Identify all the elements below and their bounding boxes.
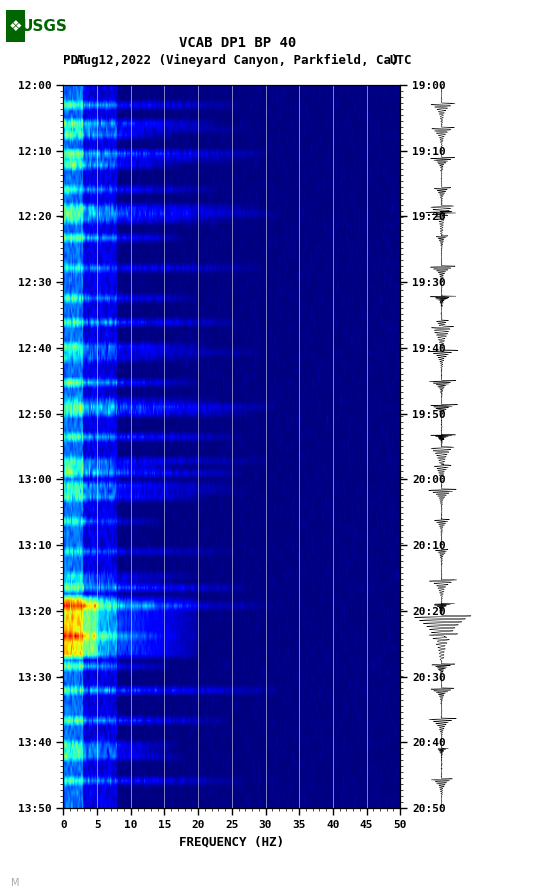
FancyBboxPatch shape (6, 10, 25, 42)
Text: Aug12,2022 (Vineyard Canyon, Parkfield, Ca): Aug12,2022 (Vineyard Canyon, Parkfield, … (76, 54, 399, 67)
Text: ❖: ❖ (9, 19, 22, 34)
Text: USGS: USGS (21, 19, 67, 34)
X-axis label: FREQUENCY (HZ): FREQUENCY (HZ) (179, 836, 284, 848)
Text: PDT: PDT (63, 54, 86, 67)
Text: UTC: UTC (389, 54, 411, 67)
Text: VCAB DP1 BP 40: VCAB DP1 BP 40 (179, 36, 296, 50)
Text: M: M (11, 878, 19, 888)
